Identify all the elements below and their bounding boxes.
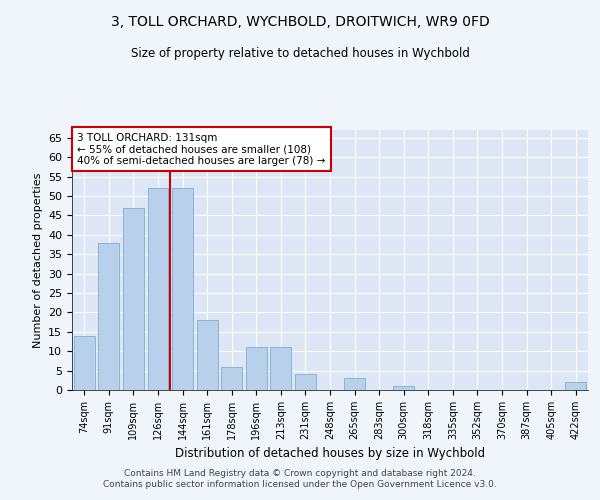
Bar	[271, 348, 292, 390]
Bar	[197, 320, 218, 390]
Text: Contains public sector information licensed under the Open Government Licence v3: Contains public sector information licen…	[103, 480, 497, 489]
Bar	[565, 382, 586, 390]
Text: Contains HM Land Registry data © Crown copyright and database right 2024.: Contains HM Land Registry data © Crown c…	[124, 468, 476, 477]
Bar	[246, 348, 267, 390]
Text: 3 TOLL ORCHARD: 131sqm
← 55% of detached houses are smaller (108)
40% of semi-de: 3 TOLL ORCHARD: 131sqm ← 55% of detached…	[77, 132, 326, 166]
Bar	[98, 242, 119, 390]
Bar	[393, 386, 414, 390]
Bar	[295, 374, 316, 390]
Y-axis label: Number of detached properties: Number of detached properties	[32, 172, 43, 348]
Bar	[74, 336, 95, 390]
X-axis label: Distribution of detached houses by size in Wychbold: Distribution of detached houses by size …	[175, 448, 485, 460]
Bar	[172, 188, 193, 390]
Bar	[148, 188, 169, 390]
Bar	[221, 366, 242, 390]
Text: 3, TOLL ORCHARD, WYCHBOLD, DROITWICH, WR9 0FD: 3, TOLL ORCHARD, WYCHBOLD, DROITWICH, WR…	[110, 15, 490, 29]
Text: Size of property relative to detached houses in Wychbold: Size of property relative to detached ho…	[131, 48, 469, 60]
Bar	[123, 208, 144, 390]
Bar	[344, 378, 365, 390]
